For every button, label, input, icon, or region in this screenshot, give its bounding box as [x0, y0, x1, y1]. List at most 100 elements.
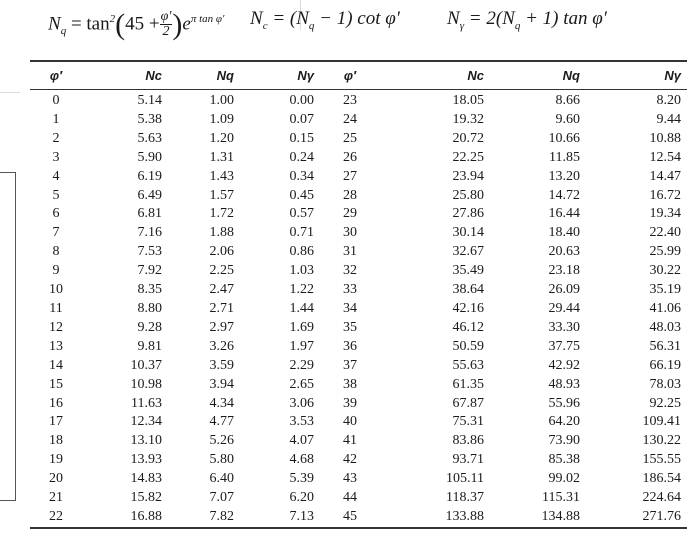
cell-phi: 19	[49, 452, 63, 468]
cell-ngamma-2: 25.99	[649, 244, 682, 260]
cell-nq-2: 134.88	[541, 508, 581, 524]
cell-ngamma: 1.97	[289, 338, 315, 354]
cell-ngamma-2: 109.41	[642, 414, 682, 430]
cell-nc: 7.92	[137, 263, 163, 279]
formula-nc: Nc = (Nq − 1) cot φ′	[250, 2, 400, 43]
cell-nq-2: 29.44	[548, 300, 581, 316]
cell-nc: 11.63	[131, 395, 162, 411]
cell-phi-2: 23	[343, 93, 357, 108]
cell-nc-2: 55.63	[452, 357, 485, 373]
cell-phi: 11	[49, 300, 63, 316]
formula-nq-close-paren: )	[172, 7, 183, 41]
cell-phi: 18	[49, 433, 63, 449]
cell-ngamma-2: 186.54	[642, 471, 682, 487]
table-row: 12 9.28 2.97 1.69 35 46.12 33.30 48.03	[30, 319, 687, 338]
cell-ngamma-2: 224.64	[642, 490, 682, 506]
cell-phi-2: 36	[343, 338, 357, 354]
bearing-capacity-table-container: φ′ Nc Nq Nγ φ′ Nc Nq Nγ 0 5.14 1.00 0.00 23 18.05 8.6…	[30, 60, 687, 530]
cell-ngamma: 0.45	[289, 187, 315, 203]
cell-nc-2: 20.72	[452, 130, 485, 146]
cell-nc: 8.80	[137, 300, 163, 316]
cell-nq: 1.00	[209, 93, 235, 108]
cell-ngamma-2: 92.25	[649, 395, 682, 411]
header-phi-2: φ′	[320, 60, 380, 90]
header-nq: Nq	[168, 60, 240, 90]
cell-ngamma-2: 41.06	[649, 300, 682, 316]
table-row: 15 10.98 3.94 2.65 38 61.35 48.93 78.03	[30, 376, 687, 395]
cell-nc-2: 67.87	[452, 395, 485, 411]
formula-ngamma: Nγ = 2(Nq + 1) tan φ′	[447, 2, 607, 43]
cell-ngamma: 0.15	[289, 130, 315, 146]
header-phi: φ′	[30, 60, 82, 90]
table-row: 14 10.37 3.59 2.29 37 55.63 42.92 66.19	[30, 357, 687, 376]
cell-nc: 15.82	[130, 490, 163, 506]
cell-nc: 5.63	[137, 130, 163, 146]
cell-nc: 5.90	[137, 149, 163, 165]
cell-ngamma: 0.24	[289, 149, 315, 165]
cell-nc-2: 83.86	[452, 433, 485, 449]
table-bottom-rule	[30, 526, 687, 530]
formula-nc-part2: − 1) cot φ′	[314, 8, 400, 29]
cell-phi-2: 25	[343, 130, 357, 146]
cell-ngamma-2: 12.54	[649, 149, 682, 165]
cell-ngamma-2: 271.76	[642, 508, 682, 524]
table-row: 9 7.92 2.25 1.03 32 35.49 23.18 30.22	[30, 262, 687, 281]
cell-nq-2: 115.31	[542, 490, 580, 506]
cell-ngamma-2: 56.31	[649, 338, 682, 354]
cell-nc-2: 42.16	[452, 300, 485, 316]
cell-nq: 1.72	[209, 206, 235, 222]
table-row: 8 7.53 2.06 0.86 31 32.67 20.63 25.99	[30, 243, 687, 262]
cell-nc-2: 19.32	[452, 111, 485, 127]
cell-nq: 2.97	[209, 319, 235, 335]
cell-nc: 13.10	[130, 433, 163, 449]
cell-nq: 5.80	[209, 452, 235, 468]
formula-nq-fraction: φ′ 2	[159, 10, 173, 40]
cell-nc: 6.19	[137, 168, 163, 184]
formula-nq-square: 2	[109, 13, 116, 25]
table-row: 20 14.83 6.40 5.39 43 105.11 99.02 186.54	[30, 470, 687, 489]
cell-phi-2: 27	[343, 168, 357, 184]
cell-phi: 4	[52, 168, 60, 184]
cell-phi: 16	[49, 395, 63, 411]
cell-phi-2: 33	[343, 282, 357, 298]
cell-nq: 6.40	[209, 471, 235, 487]
cell-ngamma-2: 78.03	[649, 376, 682, 392]
header-ngamma-2: Nγ	[586, 60, 687, 90]
cell-nc: 9.28	[137, 319, 163, 335]
table-row: 1 5.38 1.09 0.07 24 19.32 9.60 9.44	[30, 111, 687, 130]
cell-phi-2: 34	[343, 300, 357, 316]
cell-ngamma: 1.03	[289, 263, 315, 279]
cell-nc: 10.98	[130, 376, 163, 392]
table-row: 16 11.63 4.34 3.06 39 67.87 55.96 92.25	[30, 395, 687, 414]
formula-nc-sub2: q	[308, 19, 315, 32]
cell-nc-2: 25.80	[452, 187, 485, 203]
cell-nc: 6.81	[137, 206, 163, 222]
cell-nc: 5.38	[137, 111, 163, 127]
cell-nq-2: 18.40	[548, 225, 581, 241]
formula-nq-denominator: 2	[162, 24, 170, 40]
cell-ngamma: 0.00	[289, 93, 315, 108]
formula-ngamma-lhs-sub: γ	[459, 19, 465, 32]
cell-phi-2: 31	[343, 244, 357, 260]
formula-ngamma-sub2: q	[514, 19, 521, 32]
formula-nq-45: 45 +	[125, 13, 160, 35]
table-row: 19 13.93 5.80 4.68 42 93.71 85.38 155.55	[30, 451, 687, 470]
table-header-row: φ′ Nc Nq Nγ φ′ Nc Nq Nγ	[30, 60, 687, 90]
cell-ngamma: 6.20	[289, 490, 315, 506]
cell-phi-2: 32	[343, 263, 357, 279]
cell-nq: 1.20	[209, 130, 235, 146]
cell-phi-2: 37	[343, 357, 357, 373]
cell-ngamma: 4.07	[289, 433, 315, 449]
cell-nq: 1.57	[209, 187, 235, 203]
table-body: 0 5.14 1.00 0.00 23 18.05 8.66 8.20 1 5.38 1.09 0.0…	[30, 90, 687, 528]
cell-nc-2: 75.31	[452, 414, 485, 430]
cell-nc-2: 23.94	[452, 168, 485, 184]
cell-nc-2: 35.49	[452, 263, 485, 279]
table-row: 17 12.34 4.77 3.53 40 75.31 64.20 109.41	[30, 413, 687, 432]
cell-phi: 6	[52, 206, 60, 222]
formula-bar: Nq = tan2(45 + φ′ 2)eπ tan φ′ Nc = (Nq − 1…	[0, 0, 700, 48]
cell-nq-2: 55.96	[548, 395, 581, 411]
formula-nc-lhs: N	[250, 8, 263, 29]
cell-phi: 1	[52, 111, 60, 127]
cell-nq: 1.09	[209, 111, 235, 127]
